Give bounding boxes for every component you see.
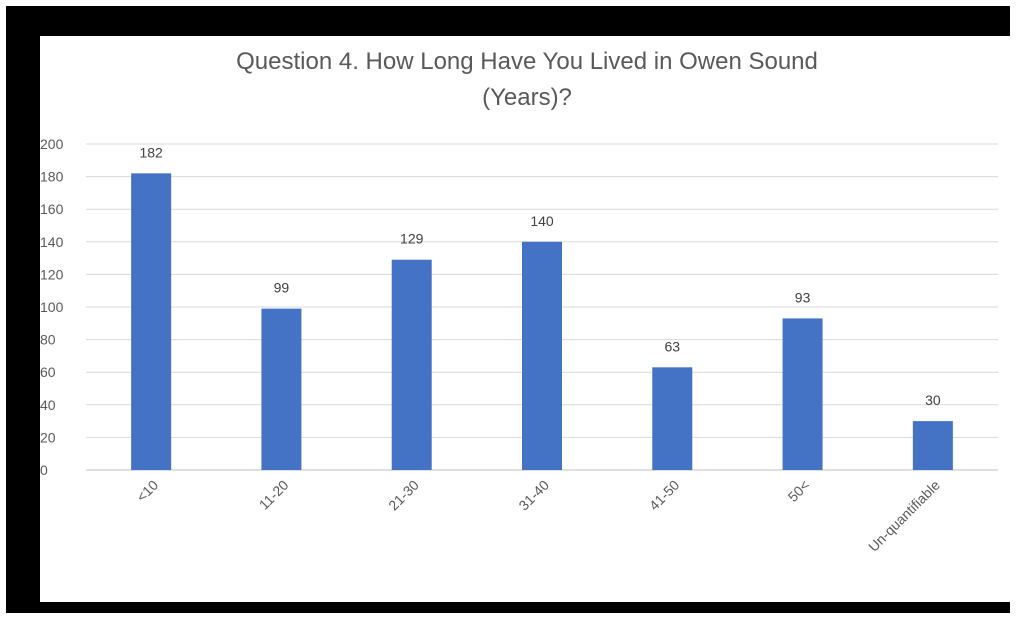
y-tick-label: 80 (40, 332, 56, 348)
bar-5 (652, 367, 693, 470)
y-tick-label: 160 (40, 201, 64, 217)
bar-chart: 0 20 40 60 80 100 120 140 160 180 200 182 <10 99 11-20… (40, 136, 998, 555)
bar-3 (391, 259, 432, 470)
chart-frame: Question 4. How Long Have You Lived in O… (6, 6, 1014, 613)
y-tick-label: 200 (40, 136, 64, 152)
bar-1 (131, 173, 172, 470)
y-tick-label: 100 (40, 299, 64, 315)
y-tick-label: 180 (40, 169, 64, 185)
x-tick-label: Un-quantifiable (865, 477, 943, 555)
x-tick-label: 41-50 (646, 477, 683, 514)
y-tick-label: 140 (40, 234, 64, 250)
x-tick-label: <10 (133, 477, 161, 505)
data-label: 93 (795, 289, 811, 305)
bar-4 (522, 241, 562, 470)
chart-title-line-1: Question 4. How Long Have You Lived in O… (236, 48, 818, 75)
data-label: 99 (274, 280, 290, 296)
chart-title: Question 4. How Long Have You Lived in O… (40, 44, 1014, 116)
y-tick-label: 40 (40, 397, 56, 413)
data-label: 129 (400, 231, 424, 247)
y-tick-label: 20 (40, 429, 56, 445)
data-label: 140 (530, 213, 554, 229)
chart-title-line-2: (Years)? (482, 84, 572, 111)
data-label: 182 (139, 144, 163, 160)
x-tick-label: 31-40 (515, 477, 552, 514)
chart-panel: Question 4. How Long Have You Lived in O… (40, 36, 1014, 602)
y-tick-label: 0 (40, 462, 48, 478)
bar-2 (261, 308, 302, 470)
y-tick-label: 60 (40, 364, 56, 380)
x-tick-label: 50< (785, 477, 813, 505)
bar-6 (782, 318, 823, 470)
data-label: 63 (664, 338, 680, 354)
y-tick-label: 120 (40, 266, 64, 282)
x-tick-label: 21-30 (385, 477, 422, 514)
data-label: 30 (925, 392, 941, 408)
x-tick-label: 11-20 (256, 477, 292, 513)
bar-7 (912, 421, 953, 470)
